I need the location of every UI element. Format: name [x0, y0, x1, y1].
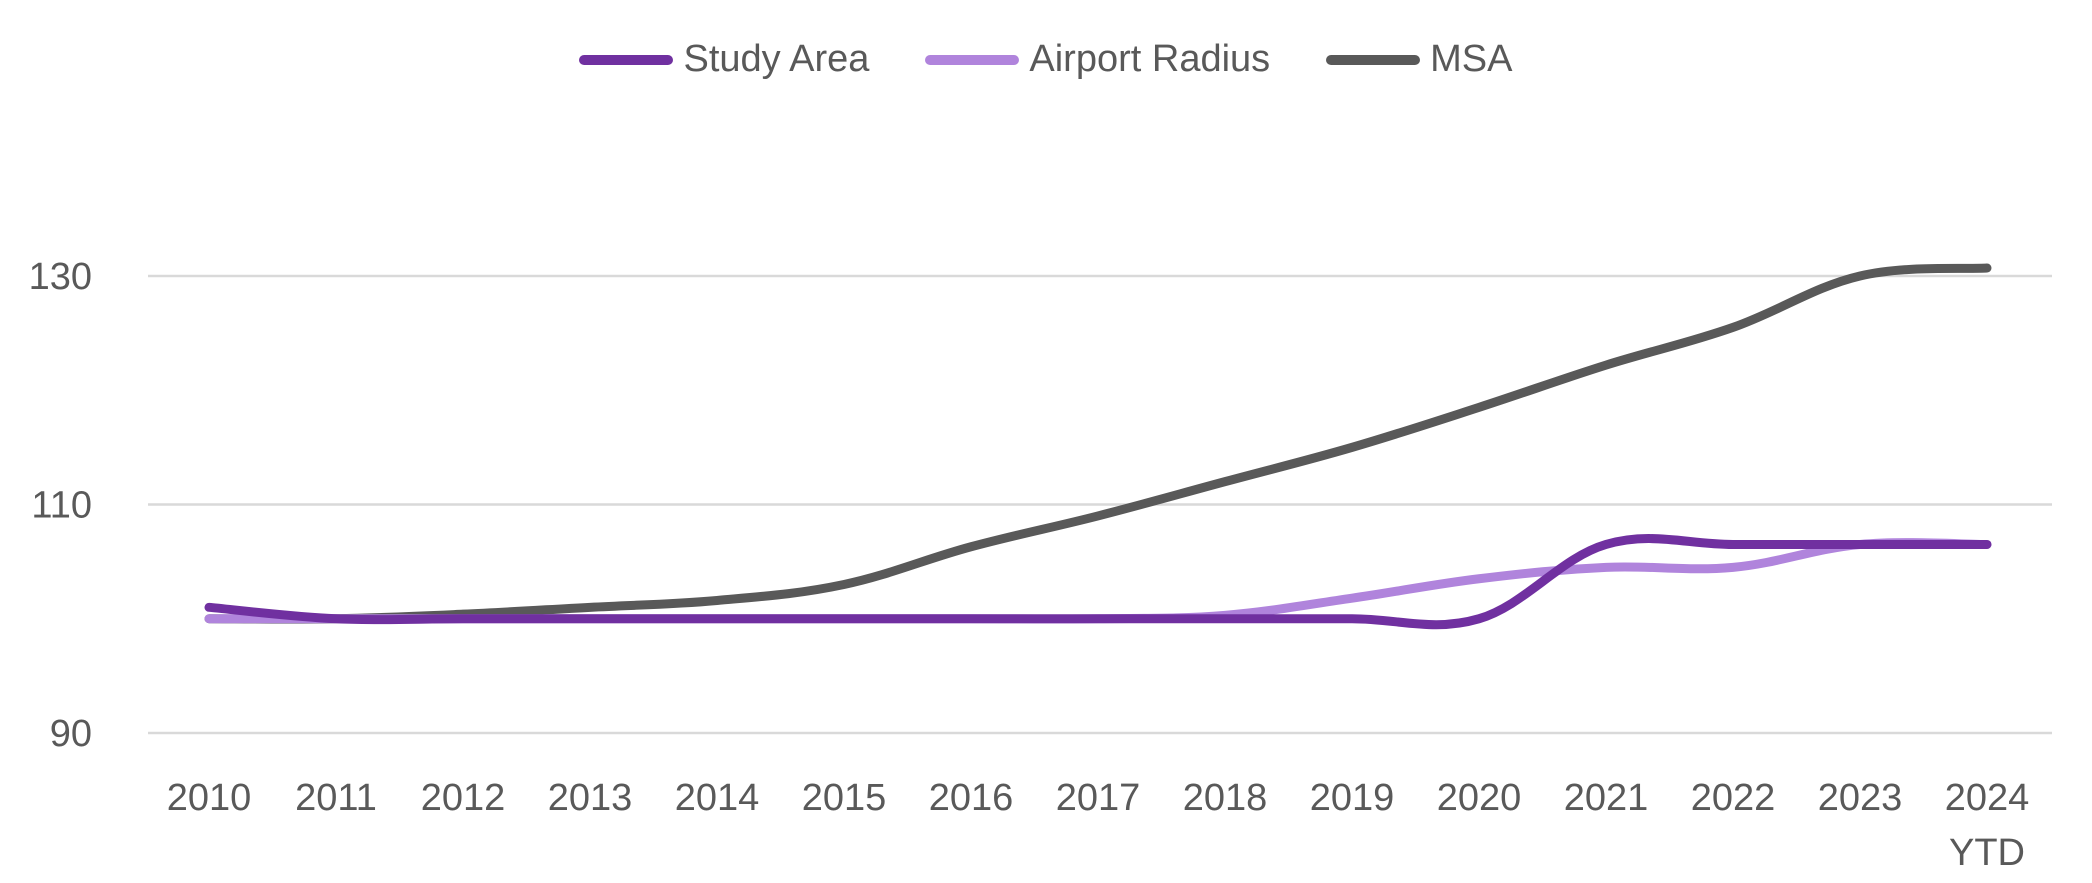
x-tick-label: 2015	[802, 777, 887, 819]
legend-item-airport-radius: Airport Radius	[925, 38, 1270, 81]
legend-item-msa: MSA	[1326, 38, 1513, 81]
x-tick-label: 2012	[421, 777, 506, 819]
legend-swatch-study-area	[579, 54, 674, 65]
y-tick-label: 110	[31, 485, 92, 527]
x-tick-label: 2010	[167, 777, 252, 819]
series-line-msa	[204, 263, 1992, 624]
x-tick-label: 2022	[1691, 777, 1776, 819]
x-tick-label: 2013	[548, 777, 633, 819]
x-tick-label: 2014	[675, 777, 760, 819]
legend-label-airport-radius: Airport Radius	[1029, 38, 1271, 80]
x-tick-label: 2011	[295, 777, 377, 819]
x-tick-label: 2020	[1437, 777, 1522, 819]
series-line-study-area	[204, 534, 1992, 630]
gridlines	[148, 274, 2052, 735]
x-tick-label: 2021	[1564, 777, 1649, 819]
y-tick-label: 130	[29, 256, 92, 298]
y-tick-label: 90	[50, 713, 92, 755]
y-axis-ticks: 90 110 130	[29, 256, 92, 755]
series-line-airport-radius	[204, 538, 1992, 624]
x-tick-label: 2024 YTD	[1945, 777, 2030, 874]
legend-swatch-airport-radius	[925, 54, 1020, 65]
legend-label-study-area: Study Area	[683, 38, 870, 80]
x-tick-label: 2023	[1818, 777, 1903, 819]
x-tick-label: 2017	[1056, 777, 1141, 819]
legend-swatch-msa	[1326, 54, 1421, 65]
x-tick-label: 2019	[1310, 777, 1395, 819]
x-tick-label: 2018	[1183, 777, 1268, 819]
legend-label-msa: MSA	[1430, 38, 1513, 80]
x-axis-ticks: 2010 2011 2012 2013 2014 2015 2016 2017 2018 2019…	[167, 777, 2030, 874]
x-tick-label: 2016	[929, 777, 1014, 819]
chart-legend: Study Area Airport Radius MSA	[0, 38, 2092, 81]
series-lines	[204, 263, 1992, 630]
legend-item-study-area: Study Area	[579, 38, 869, 81]
